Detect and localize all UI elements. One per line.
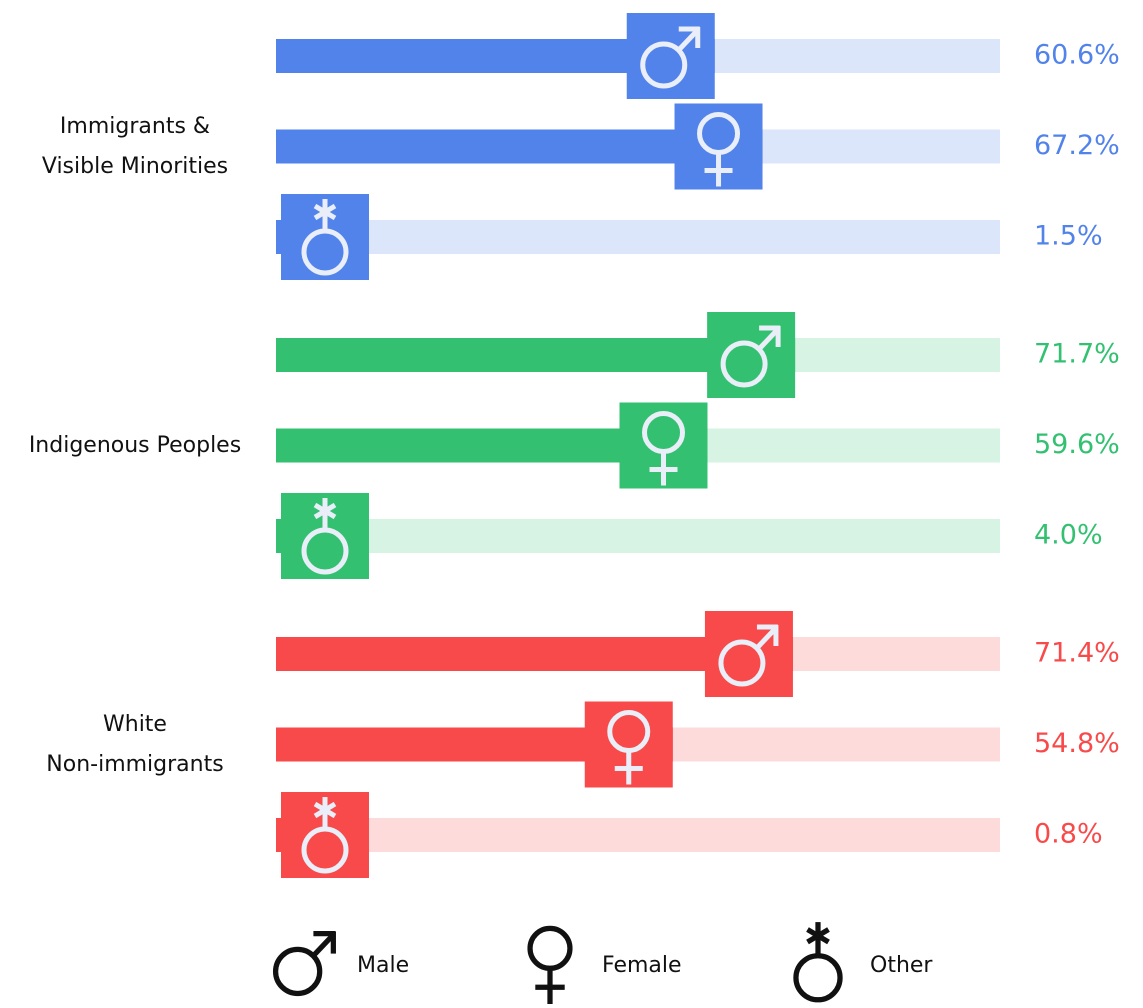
symbol-circle xyxy=(640,41,688,89)
female-symbol xyxy=(527,925,573,1004)
value-label: 0.8% xyxy=(1034,819,1103,850)
symbol-stroke xyxy=(755,626,778,650)
track xyxy=(276,519,1000,553)
symbol-stroke xyxy=(676,28,700,52)
symbol-stroke xyxy=(757,327,780,351)
other-symbol xyxy=(301,199,349,276)
symbol-circle xyxy=(720,340,768,388)
legend-label: Other xyxy=(870,953,933,978)
male-symbol xyxy=(720,325,781,388)
value-label: 54.8% xyxy=(1034,728,1120,759)
symbol-circle xyxy=(272,946,323,997)
symbol-stroke xyxy=(806,927,830,945)
value-label: 67.2% xyxy=(1034,130,1120,161)
symbol-circle xyxy=(718,639,766,687)
other-symbol xyxy=(301,797,349,874)
female-symbol xyxy=(642,411,686,486)
symbol-stroke xyxy=(313,203,337,221)
value-label: 60.6% xyxy=(1034,40,1120,71)
symbol-stroke xyxy=(313,502,337,520)
value-label: 4.0% xyxy=(1034,520,1103,551)
male-symbol xyxy=(718,624,779,687)
legend-label: Female xyxy=(602,953,682,978)
female-symbol xyxy=(607,710,651,785)
bar xyxy=(276,818,282,852)
legend-label: Male xyxy=(357,953,409,978)
symbol-circle xyxy=(527,925,573,971)
value-label: 59.6% xyxy=(1034,429,1120,460)
male-symbol xyxy=(272,931,336,997)
other-symbol xyxy=(793,922,843,1003)
symbol-stroke xyxy=(313,801,337,819)
female-symbol xyxy=(697,112,741,187)
symbol-circle xyxy=(793,953,843,1003)
group-label: White Non-immigrants xyxy=(46,711,224,777)
track xyxy=(276,220,1000,254)
value-label: 71.7% xyxy=(1034,339,1120,370)
male-symbol xyxy=(640,26,701,89)
other-symbol xyxy=(301,498,349,575)
track xyxy=(276,818,1000,852)
symbol-stroke xyxy=(311,932,336,958)
value-label: 71.4% xyxy=(1034,638,1120,669)
group-label: Indigenous Peoples xyxy=(28,432,242,458)
group-label: Immigrants & Visible Minorities xyxy=(41,113,229,179)
value-label: 1.5% xyxy=(1034,221,1103,252)
